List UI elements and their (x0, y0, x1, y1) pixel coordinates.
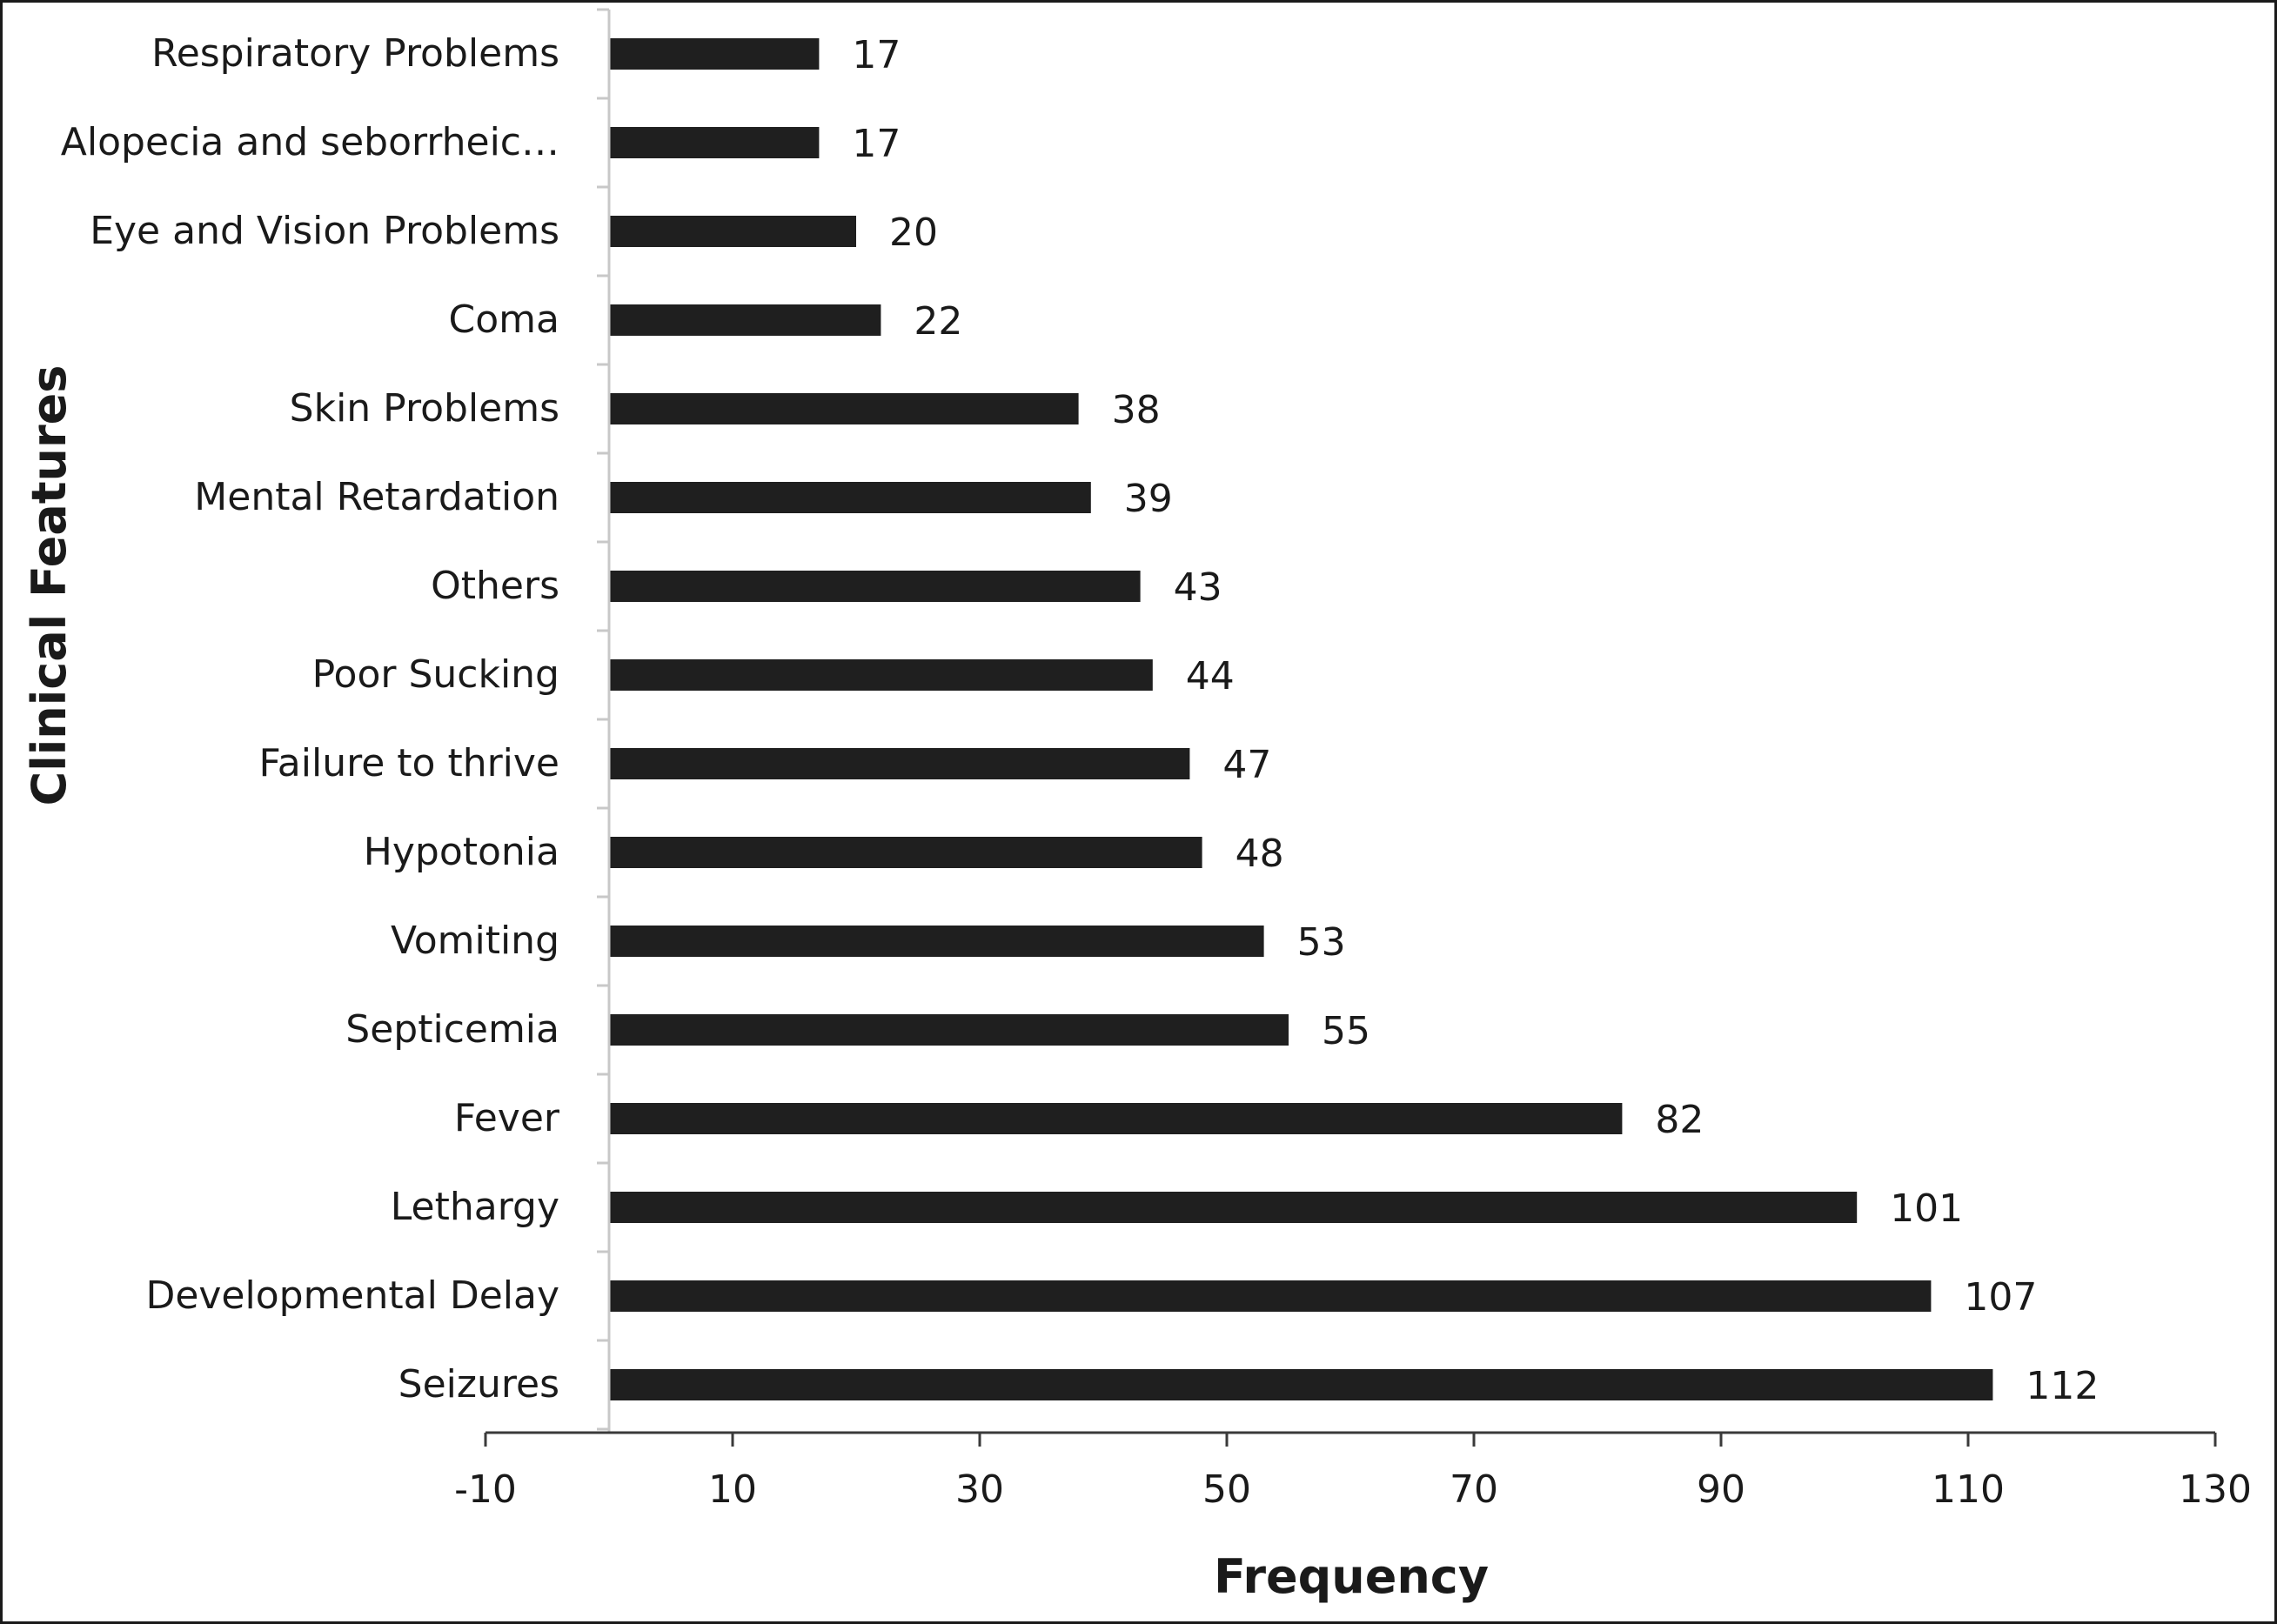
data-label: 38 (1112, 388, 1161, 432)
data-label: 22 (914, 299, 962, 344)
category-label: Mental Retardation (194, 475, 559, 519)
x-tick-label: 130 (2179, 1467, 2252, 1512)
x-tick-label: 10 (708, 1467, 757, 1512)
x-tick-label: -10 (454, 1467, 517, 1512)
category-label: Hypotonia (364, 830, 559, 874)
x-axis-title: Frequency (1214, 1549, 1489, 1604)
data-label: 107 (1964, 1275, 2037, 1320)
y-axis: Respiratory Problems Alopecia and seborrh… (61, 8, 611, 1433)
data-label: 48 (1236, 832, 1284, 876)
bar (609, 216, 856, 247)
x-tick-label: 50 (1202, 1467, 1251, 1512)
x-tick-label: 110 (1932, 1467, 2005, 1512)
category-label: Fever (454, 1096, 560, 1140)
y-axis-title: Clinical Features (22, 365, 77, 806)
data-label: 44 (1186, 654, 1235, 698)
bar (609, 1014, 1289, 1046)
bar (609, 1192, 1858, 1223)
x-tick-label: 70 (1450, 1467, 1498, 1512)
x-axis: -10 10 30 50 70 90 110 130 (454, 1431, 2252, 1512)
category-label: Failure to thrive (259, 741, 559, 785)
data-label: 47 (1222, 743, 1271, 787)
bar (609, 659, 1153, 691)
bar (609, 837, 1202, 868)
data-label: 101 (1890, 1186, 1963, 1231)
category-label: Seizures (398, 1362, 559, 1407)
category-label: Alopecia and seborrheic… (61, 120, 559, 164)
bar (609, 482, 1091, 513)
data-label: 17 (852, 122, 901, 166)
category-label: Poor Sucking (312, 652, 559, 697)
bar (609, 393, 1079, 424)
category-label: Coma (449, 297, 559, 342)
data-label: 82 (1655, 1098, 1704, 1142)
bar (609, 1280, 1932, 1312)
data-label: 20 (889, 211, 938, 255)
data-label: 39 (1124, 477, 1173, 521)
category-label: Vomiting (391, 919, 559, 963)
bar (609, 571, 1141, 602)
data-label: 43 (1174, 565, 1222, 610)
data-label: 112 (2026, 1364, 2099, 1408)
x-tick-label: 90 (1697, 1467, 1745, 1512)
bar (609, 127, 820, 158)
bar (609, 1103, 1623, 1134)
category-label: Skin Problems (290, 386, 559, 431)
x-tick-label: 30 (955, 1467, 1004, 1512)
bar (609, 38, 820, 70)
category-label: Respiratory Problems (151, 31, 559, 76)
data-label: 53 (1297, 920, 1346, 965)
bar (609, 1369, 1993, 1400)
category-label: Others (431, 564, 559, 608)
bar (609, 748, 1190, 779)
category-label: Lethargy (391, 1185, 559, 1229)
data-label: 17 (852, 33, 901, 77)
category-label: Septicemia (345, 1007, 559, 1052)
category-label: Developmental Delay (145, 1273, 559, 1318)
data-label: 55 (1322, 1009, 1370, 1053)
category-label: Eye and Vision Problems (90, 209, 559, 253)
bar (609, 304, 881, 336)
bar (609, 926, 1264, 957)
